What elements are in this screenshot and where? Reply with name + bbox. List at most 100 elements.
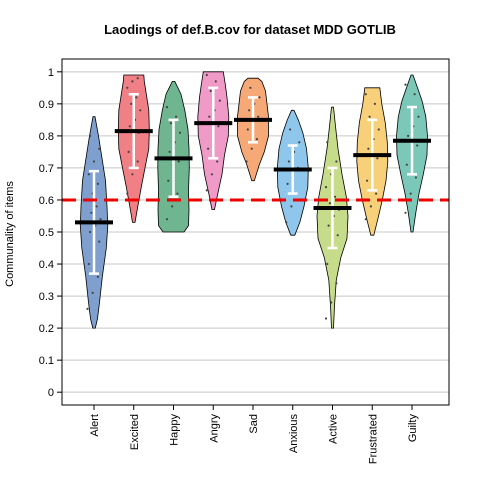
data-point: [176, 192, 179, 195]
data-point: [335, 282, 338, 285]
data-point: [136, 77, 139, 80]
data-point: [330, 301, 333, 304]
x-tick-label-excited: Excited: [129, 414, 141, 450]
data-point: [96, 275, 99, 278]
data-point: [216, 160, 219, 163]
data-point: [368, 115, 371, 118]
x-tick-label-anxious: Anxious: [288, 414, 300, 454]
data-point: [328, 202, 331, 205]
data-point: [373, 102, 376, 105]
data-point: [128, 125, 131, 128]
data-point: [89, 134, 92, 137]
data-point: [366, 179, 369, 182]
violin-guilty: [393, 74, 431, 233]
x-tick-label-alert: Alert: [89, 414, 101, 437]
data-point: [414, 176, 417, 179]
x-tick-label-angry: Angry: [208, 414, 220, 443]
data-point: [98, 240, 101, 243]
data-point: [165, 106, 169, 109]
data-point: [87, 262, 90, 266]
data-point: [413, 93, 416, 96]
data-point: [246, 128, 249, 131]
violin-active: [313, 106, 352, 329]
data-point: [165, 218, 169, 221]
data-point: [375, 192, 378, 195]
data-point: [364, 218, 367, 221]
data-point: [369, 205, 372, 208]
data-point: [364, 93, 367, 96]
violin-alert: [75, 116, 113, 329]
data-point: [87, 173, 90, 176]
data-point: [178, 131, 182, 134]
data-point: [286, 182, 289, 185]
y-tick-label-2: 0.2: [39, 323, 54, 335]
data-point: [335, 160, 338, 163]
data-point: [209, 89, 212, 93]
data-point: [217, 125, 220, 128]
data-point: [177, 160, 180, 163]
data-point: [416, 144, 419, 147]
data-point: [257, 115, 260, 118]
data-point: [250, 147, 253, 150]
data-point: [405, 163, 408, 166]
data-point: [126, 192, 129, 195]
violin-frustrated: [353, 87, 392, 236]
violin-anxious: [273, 109, 312, 236]
y-tick-label-0: 0: [48, 387, 54, 399]
data-point: [210, 173, 213, 176]
y-tick-label-5: 0.5: [39, 227, 54, 239]
data-point: [90, 211, 93, 214]
data-point: [130, 102, 133, 105]
violin-sad: [234, 77, 272, 182]
data-point: [290, 205, 293, 208]
violins: [75, 71, 431, 329]
data-point: [324, 317, 328, 320]
data-point: [377, 128, 380, 131]
data-point: [126, 86, 129, 89]
y-tick-label-9: 0.9: [39, 99, 54, 111]
data-point: [327, 224, 330, 227]
x-axis: Alert Excited Happy Angry Sad Anxious Active Fr…: [89, 405, 419, 464]
data-point: [205, 189, 208, 192]
data-point: [99, 218, 102, 221]
data-point: [92, 160, 96, 163]
data-point: [89, 230, 92, 234]
data-point: [336, 234, 339, 237]
data-point: [287, 160, 290, 163]
data-point: [258, 96, 261, 99]
x-tick-label-happy: Happy: [169, 414, 181, 446]
violin-angry: [194, 71, 233, 210]
data-point: [95, 205, 98, 208]
data-point: [98, 147, 101, 150]
data-point: [249, 86, 252, 89]
data-point: [131, 173, 134, 176]
data-point: [245, 160, 248, 163]
y-tick-label-8: 0.8: [39, 131, 54, 143]
data-point: [367, 147, 370, 150]
data-point: [409, 192, 412, 195]
data-point: [208, 115, 211, 118]
data-point: [127, 150, 130, 153]
data-point: [248, 109, 251, 112]
data-point: [171, 205, 174, 208]
data-point: [407, 134, 410, 137]
data-point: [169, 122, 172, 125]
y-axis: 0 0.1 0.2 0.3 0.4 0.5 0.6 0.7 0.8 0.9 1: [39, 67, 62, 399]
data-point: [214, 80, 217, 83]
y-axis-title: Communality of items: [4, 181, 16, 287]
data-point: [86, 307, 89, 310]
data-point: [404, 83, 407, 86]
data-point: [326, 141, 329, 144]
x-tick-label-sad: Sad: [248, 414, 260, 434]
data-point: [168, 150, 171, 153]
data-point: [207, 147, 210, 150]
data-point: [417, 115, 420, 118]
data-point: [131, 80, 134, 83]
data-point: [218, 99, 221, 102]
data-point: [255, 138, 258, 141]
data-point: [298, 141, 301, 144]
data-point: [404, 211, 407, 214]
data-point: [289, 128, 292, 131]
data-point: [285, 221, 288, 224]
data-point: [376, 157, 379, 160]
